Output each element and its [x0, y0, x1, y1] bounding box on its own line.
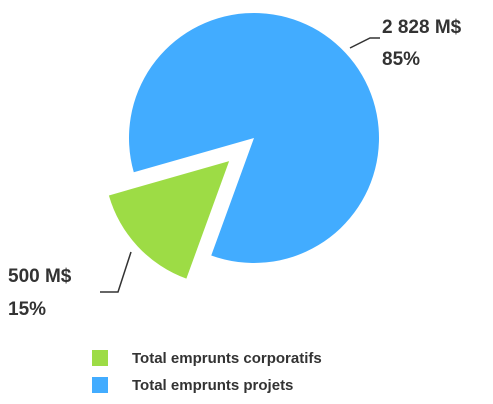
legend-swatch: [92, 377, 108, 393]
slice-percent-label: 85%: [382, 49, 420, 70]
slice-value-label: 2 828 M$: [382, 17, 462, 38]
legend-label: Total emprunts projets: [132, 377, 293, 394]
pie-slice: [129, 13, 380, 264]
leader-line: [100, 251, 132, 293]
legend-label: Total emprunts corporatifs: [132, 350, 322, 367]
pie-slice: [108, 161, 230, 279]
slice-percent-label: 15%: [8, 299, 46, 320]
leader-line: [349, 37, 380, 49]
slice-value-label: 500 M$: [8, 266, 72, 287]
legend-swatch: [92, 350, 108, 366]
